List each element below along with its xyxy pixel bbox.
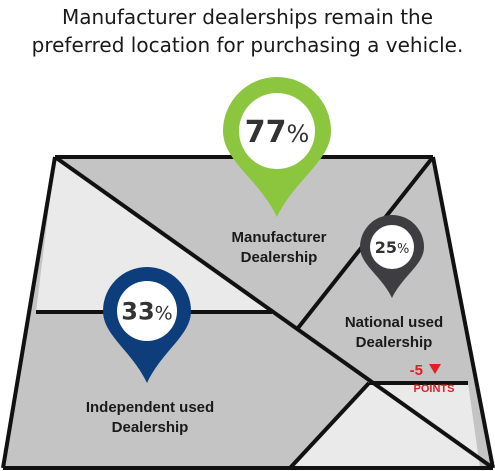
manufacturer-value-unit: % <box>286 120 309 148</box>
manufacturer-label-line-1: Manufacturer <box>231 229 326 246</box>
chart-title-line-2: preferred location for purchasing a vehi… <box>32 33 464 57</box>
map-road-bottom-diagonal <box>288 381 371 470</box>
national-change-value: -5 <box>410 362 423 379</box>
manufacturer-label-line-2: Dealership <box>241 249 318 266</box>
map-edge-right <box>431 156 495 469</box>
independent-value-number: 33 <box>121 298 154 326</box>
independent-value-unit: % <box>155 303 173 325</box>
manufacturer-pin: 77% <box>223 77 331 217</box>
national-value-unit: % <box>397 242 409 257</box>
manufacturer-pin-center <box>239 93 315 169</box>
national-label-line-1: National used <box>345 314 443 331</box>
map-road-diagonal-main <box>53 155 495 470</box>
manufacturer-value-label: 77% <box>245 115 310 150</box>
down-triangle-icon <box>429 364 441 374</box>
national-pin-center <box>370 225 414 269</box>
map-edge-left <box>1 156 57 469</box>
map-region-light-left <box>36 157 272 312</box>
independent-label-line-2: Dealership <box>112 419 189 436</box>
independent-pin: 33% <box>102 266 191 383</box>
manufacturer-value-number: 77 <box>245 115 287 150</box>
labels: Manufacturer Dealership Independent used… <box>86 229 455 436</box>
chart-title-line-1: Manufacturer dealerships remain the <box>62 5 433 29</box>
national-value-number: 25 <box>375 238 397 257</box>
national-label-line-2: Dealership <box>356 334 433 351</box>
independent-label-line-1: Independent used <box>86 399 214 416</box>
national-pin: 25% <box>360 215 424 298</box>
national-change-unit: POINTS <box>414 383 455 395</box>
national-value-label: 25% <box>375 238 410 257</box>
map-pins: 77%33%25% <box>102 77 424 383</box>
independent-value-label: 33% <box>121 298 172 326</box>
map-region-light-bottom <box>290 383 480 468</box>
independent-pin-center <box>117 281 177 341</box>
